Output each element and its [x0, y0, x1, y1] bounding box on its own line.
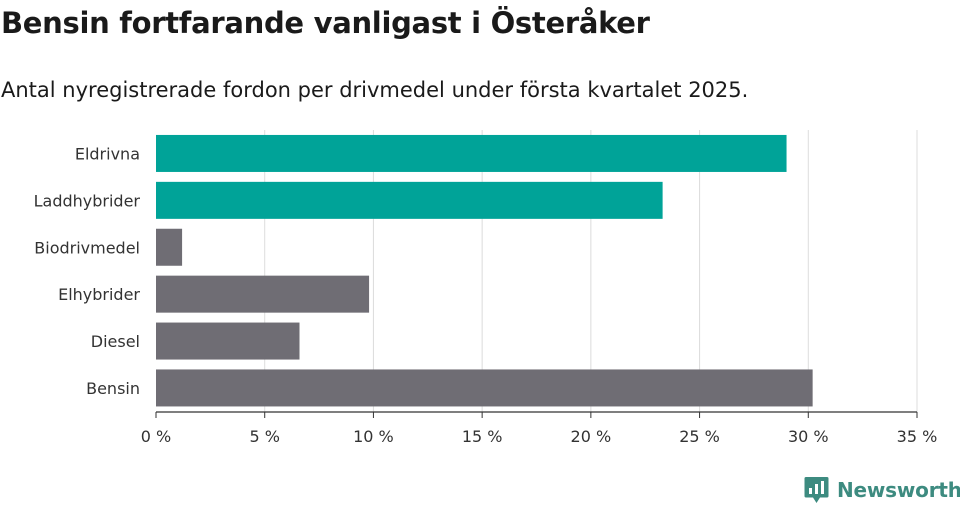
x-tick-label: 35 % — [897, 427, 938, 446]
bar-biodrivmedel — [156, 228, 183, 266]
x-tick-label: 25 % — [679, 427, 720, 446]
category-label: Laddhybrider — [34, 191, 141, 210]
category-labels: Eldrivna Laddhybrider Biodrivmedel Elhybrid… — [34, 144, 141, 398]
bar-diesel — [156, 322, 300, 360]
bar-chart: 0 % 5 % 10 % 15 % 20 % 25 % 30 % 35 % Eldrivna L… — [34, 130, 938, 446]
newsworthy-logo: Newsworthy — [804, 474, 960, 506]
x-tick-label: 10 % — [353, 427, 394, 446]
x-tick-label: 5 % — [249, 427, 279, 446]
bar-laddhybrider — [156, 181, 663, 219]
bar-eldrivna — [156, 134, 787, 172]
chart-title: Bensin fortfarande vanligast i Österåker — [1, 6, 650, 40]
grid-lines — [264, 130, 918, 412]
category-label: Diesel — [91, 332, 140, 351]
bar-elhybrider — [156, 275, 370, 313]
x-tick-label: 15 % — [462, 427, 503, 446]
category-label: Biodrivmedel — [34, 238, 140, 257]
category-label: Bensin — [86, 379, 140, 398]
category-label: Eldrivna — [75, 144, 140, 163]
x-tick-label: 20 % — [571, 427, 612, 446]
x-tick-label: 30 % — [788, 427, 829, 446]
bar-chart-speech-bubble-icon — [804, 477, 829, 503]
category-label: Elhybrider — [58, 285, 140, 304]
chart-subtitle: Antal nyregistrerade fordon per drivmede… — [1, 78, 749, 102]
logo-text: Newsworthy — [837, 478, 960, 502]
x-tick-label: 0 % — [141, 427, 171, 446]
x-axis: 0 % 5 % 10 % 15 % 20 % 25 % 30 % 35 % — [141, 411, 938, 446]
bar-bensin — [156, 369, 813, 407]
bars — [156, 134, 813, 407]
